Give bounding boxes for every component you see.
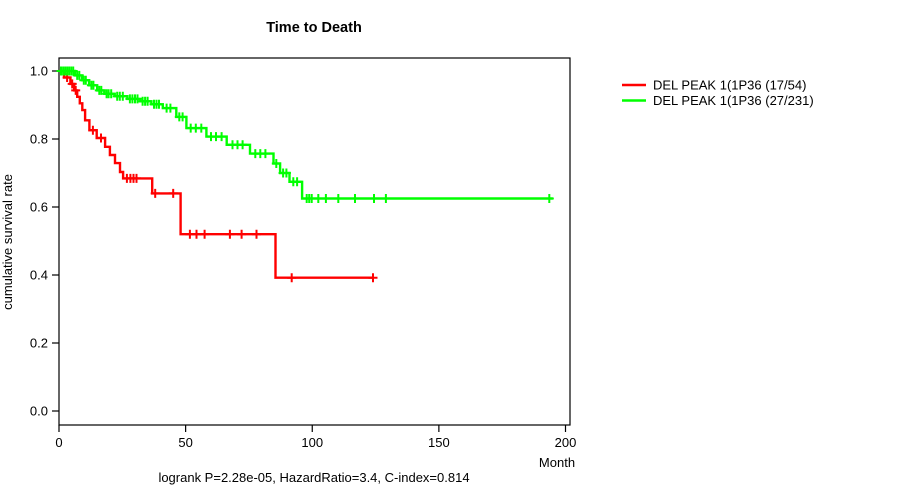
x-tick-label: 0 xyxy=(55,435,62,450)
censor-mark xyxy=(321,194,331,203)
censor-mark xyxy=(88,125,98,135)
censor-mark xyxy=(106,89,116,99)
x-axis-unit-label: Month xyxy=(539,455,575,470)
censor-mark xyxy=(217,132,227,142)
legend-label-group2: DEL PEAK 1(1P36 (27/231) xyxy=(653,93,814,108)
x-tick-label: 50 xyxy=(178,435,192,450)
y-axis-label: cumulative survival rate xyxy=(0,174,15,310)
censor-mark xyxy=(544,194,554,203)
censor-mark xyxy=(369,194,379,203)
censor-mark xyxy=(96,85,106,95)
censor-mark xyxy=(150,188,160,198)
y-tick-label: 0.6 xyxy=(30,200,48,215)
y-tick-label: 0.2 xyxy=(30,336,48,351)
stats-footer: logrank P=2.28e-05, HazardRatio=3.4, C-i… xyxy=(158,470,469,485)
y-tick-label: 1.0 xyxy=(30,64,48,79)
chart-title: Time to Death xyxy=(266,20,362,36)
censor-mark xyxy=(287,273,297,283)
censor-mark xyxy=(292,177,302,187)
censor-mark xyxy=(238,140,248,150)
censor-mark xyxy=(168,188,178,198)
censor-mark xyxy=(271,159,281,168)
censor-mark xyxy=(71,85,81,95)
km-curve-1 xyxy=(59,69,373,279)
y-tick-label: 0.4 xyxy=(30,268,48,283)
censor-mark xyxy=(313,194,323,203)
legend-label-group1: DEL PEAK 1(1P36 (17/54) xyxy=(653,78,806,93)
censor-mark xyxy=(133,94,142,104)
censor-mark xyxy=(81,75,91,85)
y-tick-label: 0.0 xyxy=(30,404,48,419)
censor-mark xyxy=(200,229,210,239)
x-tick-label: 200 xyxy=(555,435,577,450)
legend: DEL PEAK 1(1P36 (17/54) DEL PEAK 1(1P36 … xyxy=(622,78,814,108)
censor-mark xyxy=(118,91,128,101)
censor-mark xyxy=(350,194,360,203)
x-tick-label: 100 xyxy=(301,435,323,450)
censor-mark xyxy=(143,96,153,106)
censor-mark xyxy=(368,273,378,283)
censor-mark xyxy=(192,229,201,239)
y-tick-label: 0.8 xyxy=(30,132,48,147)
censor-mark xyxy=(281,168,291,178)
censor-mark xyxy=(132,173,141,183)
censor-mark xyxy=(154,99,164,109)
censor-mark xyxy=(381,194,391,203)
censor-mark xyxy=(67,79,77,89)
plot-area: 0 50 100 150 200 0.0 0.2 0.4 0.6 0.8 1.0 xyxy=(30,57,577,450)
x-tick-label: 150 xyxy=(428,435,450,450)
censor-mark xyxy=(74,70,84,80)
censor-mark xyxy=(252,229,261,239)
censor-mark xyxy=(96,133,106,143)
censor-mark xyxy=(196,123,206,133)
censor-mark xyxy=(225,229,235,239)
censor-mark xyxy=(333,194,343,203)
censor-mark xyxy=(88,80,98,90)
censor-mark xyxy=(178,112,188,122)
censor-mark xyxy=(165,103,175,113)
plot-box xyxy=(58,57,571,426)
censor-mark xyxy=(237,229,247,239)
censor-mark xyxy=(260,149,270,159)
